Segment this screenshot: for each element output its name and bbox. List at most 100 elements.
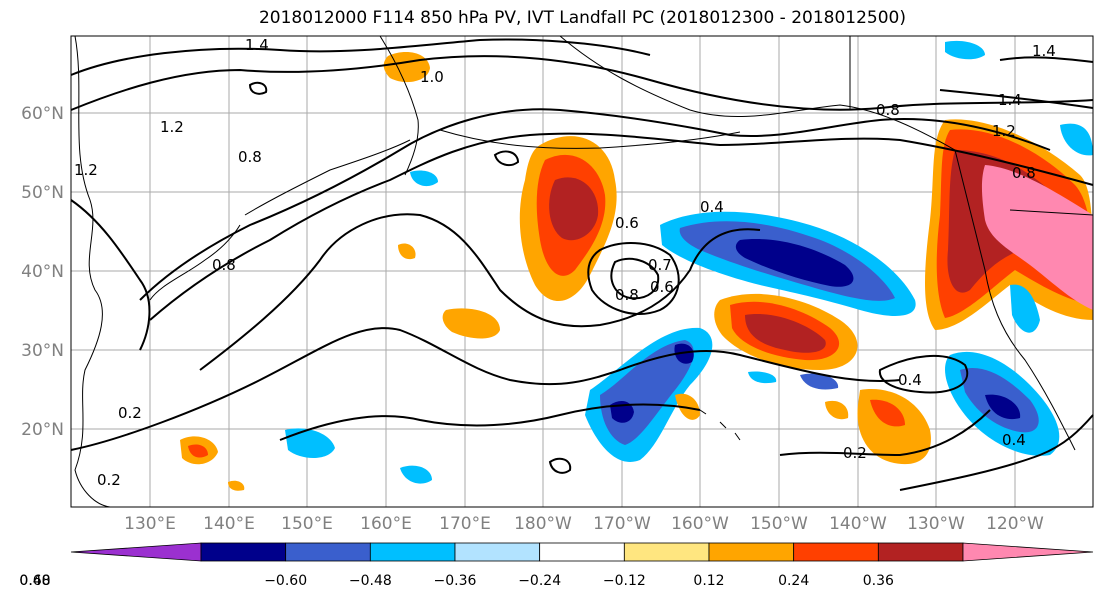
lon-label: 170°E bbox=[439, 514, 491, 534]
lon-label: 130°E bbox=[124, 514, 176, 534]
pv-contour bbox=[878, 354, 969, 394]
contour-label: 1.4 bbox=[998, 91, 1022, 109]
pv-contour bbox=[939, 89, 1094, 109]
positive-anomaly bbox=[870, 399, 905, 427]
colorbar-swatch bbox=[369, 542, 456, 562]
negative-anomaly bbox=[800, 373, 839, 390]
lon-label: 160°E bbox=[360, 514, 412, 534]
ivt-shading bbox=[180, 40, 1094, 491]
colorbar-tick-label: −0.48 bbox=[348, 573, 392, 589]
colorbar-tick-label: −0.12 bbox=[602, 573, 646, 589]
colorbar-swatch bbox=[708, 542, 795, 562]
colorbar-extend-low bbox=[70, 542, 202, 562]
lat-label: 30°N bbox=[21, 341, 64, 361]
colorbar-tick-label: 0.48 bbox=[19, 573, 51, 589]
contour-label: 0.8 bbox=[212, 256, 236, 274]
negative-anomaly bbox=[285, 428, 335, 458]
colorbar-tick-label: 0.60 bbox=[19, 573, 51, 589]
positive-anomaly bbox=[228, 480, 245, 491]
colorbar-swatch bbox=[200, 542, 287, 562]
positive-anomaly bbox=[398, 243, 416, 260]
pv-contour bbox=[493, 150, 520, 167]
contour-labels: 1.4 1.0 1.2 0.8 0.8 1.2 0.6 0.4 0.7 0.8 … bbox=[74, 36, 1056, 489]
lon-label: 140°E bbox=[203, 514, 255, 534]
colorbar bbox=[70, 542, 1094, 562]
colorbar-tick-label: 0.24 bbox=[778, 573, 810, 589]
pv-contour bbox=[139, 108, 1051, 301]
pv-contour bbox=[70, 38, 651, 76]
colorbar-tick-label: −0.36 bbox=[433, 573, 477, 589]
pv-contour bbox=[199, 213, 761, 371]
positive-anomaly bbox=[745, 314, 826, 353]
contour-label: 0.6 bbox=[650, 278, 674, 296]
map-border bbox=[70, 35, 1094, 508]
contour-label: 1.4 bbox=[1032, 42, 1056, 60]
kamchatka-coast bbox=[379, 35, 419, 176]
contour-label: 0.4 bbox=[898, 371, 922, 389]
pv-contour bbox=[70, 55, 1094, 111]
hawaii bbox=[699, 409, 741, 441]
pv-contour bbox=[779, 409, 991, 457]
pv-contours bbox=[70, 38, 1094, 491]
positive-anomaly bbox=[825, 400, 849, 420]
contour-label: 0.4 bbox=[1002, 431, 1026, 449]
colorbar-tick-label: −0.24 bbox=[518, 573, 562, 589]
colorbar-swatch bbox=[877, 542, 964, 562]
colorbar-tick-label: 0.12 bbox=[693, 573, 725, 589]
pv-contour bbox=[149, 132, 1094, 321]
lon-label: 170°W bbox=[593, 514, 651, 534]
aleutian-coast bbox=[439, 129, 741, 149]
pv-contour bbox=[70, 199, 151, 351]
japan-coast bbox=[149, 224, 241, 301]
pv-contour bbox=[899, 414, 1094, 491]
asia-coast bbox=[74, 35, 111, 508]
contour-label: 1.4 bbox=[245, 36, 269, 54]
negative-anomaly bbox=[400, 465, 432, 484]
lon-label: 150°W bbox=[750, 514, 808, 534]
contour-label: 0.2 bbox=[843, 444, 867, 462]
negative-anomaly bbox=[748, 371, 777, 384]
pv-contour bbox=[248, 81, 268, 95]
positive-anomaly bbox=[442, 308, 500, 339]
positive-anomaly bbox=[549, 177, 599, 241]
colorbar-swatch bbox=[539, 542, 625, 562]
colorbar-swatch bbox=[454, 542, 541, 562]
colorbar-tick-label: 0.36 bbox=[862, 573, 894, 589]
lon-label: 140°W bbox=[829, 514, 887, 534]
lon-label: 130°W bbox=[907, 514, 965, 534]
contour-label: 1.2 bbox=[992, 122, 1016, 140]
contour-label: 0.6 bbox=[615, 214, 639, 232]
map-title: 2018012000 F114 850 hPa PV, IVT Landfall… bbox=[258, 8, 906, 28]
lat-label: 40°N bbox=[21, 262, 64, 282]
pv-contour bbox=[279, 403, 701, 441]
lon-label: 160°W bbox=[671, 514, 729, 534]
negative-anomaly bbox=[945, 40, 985, 60]
contour-label: 1.0 bbox=[420, 68, 444, 86]
contour-label: 0.8 bbox=[615, 286, 639, 304]
positive-anomaly bbox=[188, 444, 208, 458]
lon-label: 180°W bbox=[514, 514, 572, 534]
lon-label: 120°W bbox=[986, 514, 1044, 534]
pv-contour bbox=[548, 457, 572, 474]
lat-label: 60°N bbox=[21, 104, 64, 124]
contour-label: 0.2 bbox=[118, 404, 142, 422]
contour-label: 0.8 bbox=[1012, 164, 1036, 182]
colorbar-extend-high bbox=[962, 542, 1094, 562]
contour-label: 0.2 bbox=[97, 471, 121, 489]
pv-contour bbox=[610, 257, 660, 300]
contour-label: 0.8 bbox=[238, 148, 262, 166]
colorbar-swatch bbox=[793, 542, 879, 562]
negative-anomaly bbox=[985, 394, 1021, 420]
lon-label: 150°E bbox=[281, 514, 333, 534]
positive-anomaly bbox=[675, 393, 700, 420]
colorbar-swatch bbox=[285, 542, 371, 562]
colorbar-tick-label: −0.60 bbox=[264, 573, 308, 589]
contour-label: 1.2 bbox=[160, 118, 184, 136]
contour-label: 0.7 bbox=[648, 256, 672, 274]
pv-contour bbox=[587, 242, 680, 315]
negative-anomaly bbox=[674, 343, 694, 364]
pv-contour bbox=[70, 327, 901, 451]
kuril-coast bbox=[244, 139, 411, 216]
positive-anomaly bbox=[981, 165, 1093, 310]
